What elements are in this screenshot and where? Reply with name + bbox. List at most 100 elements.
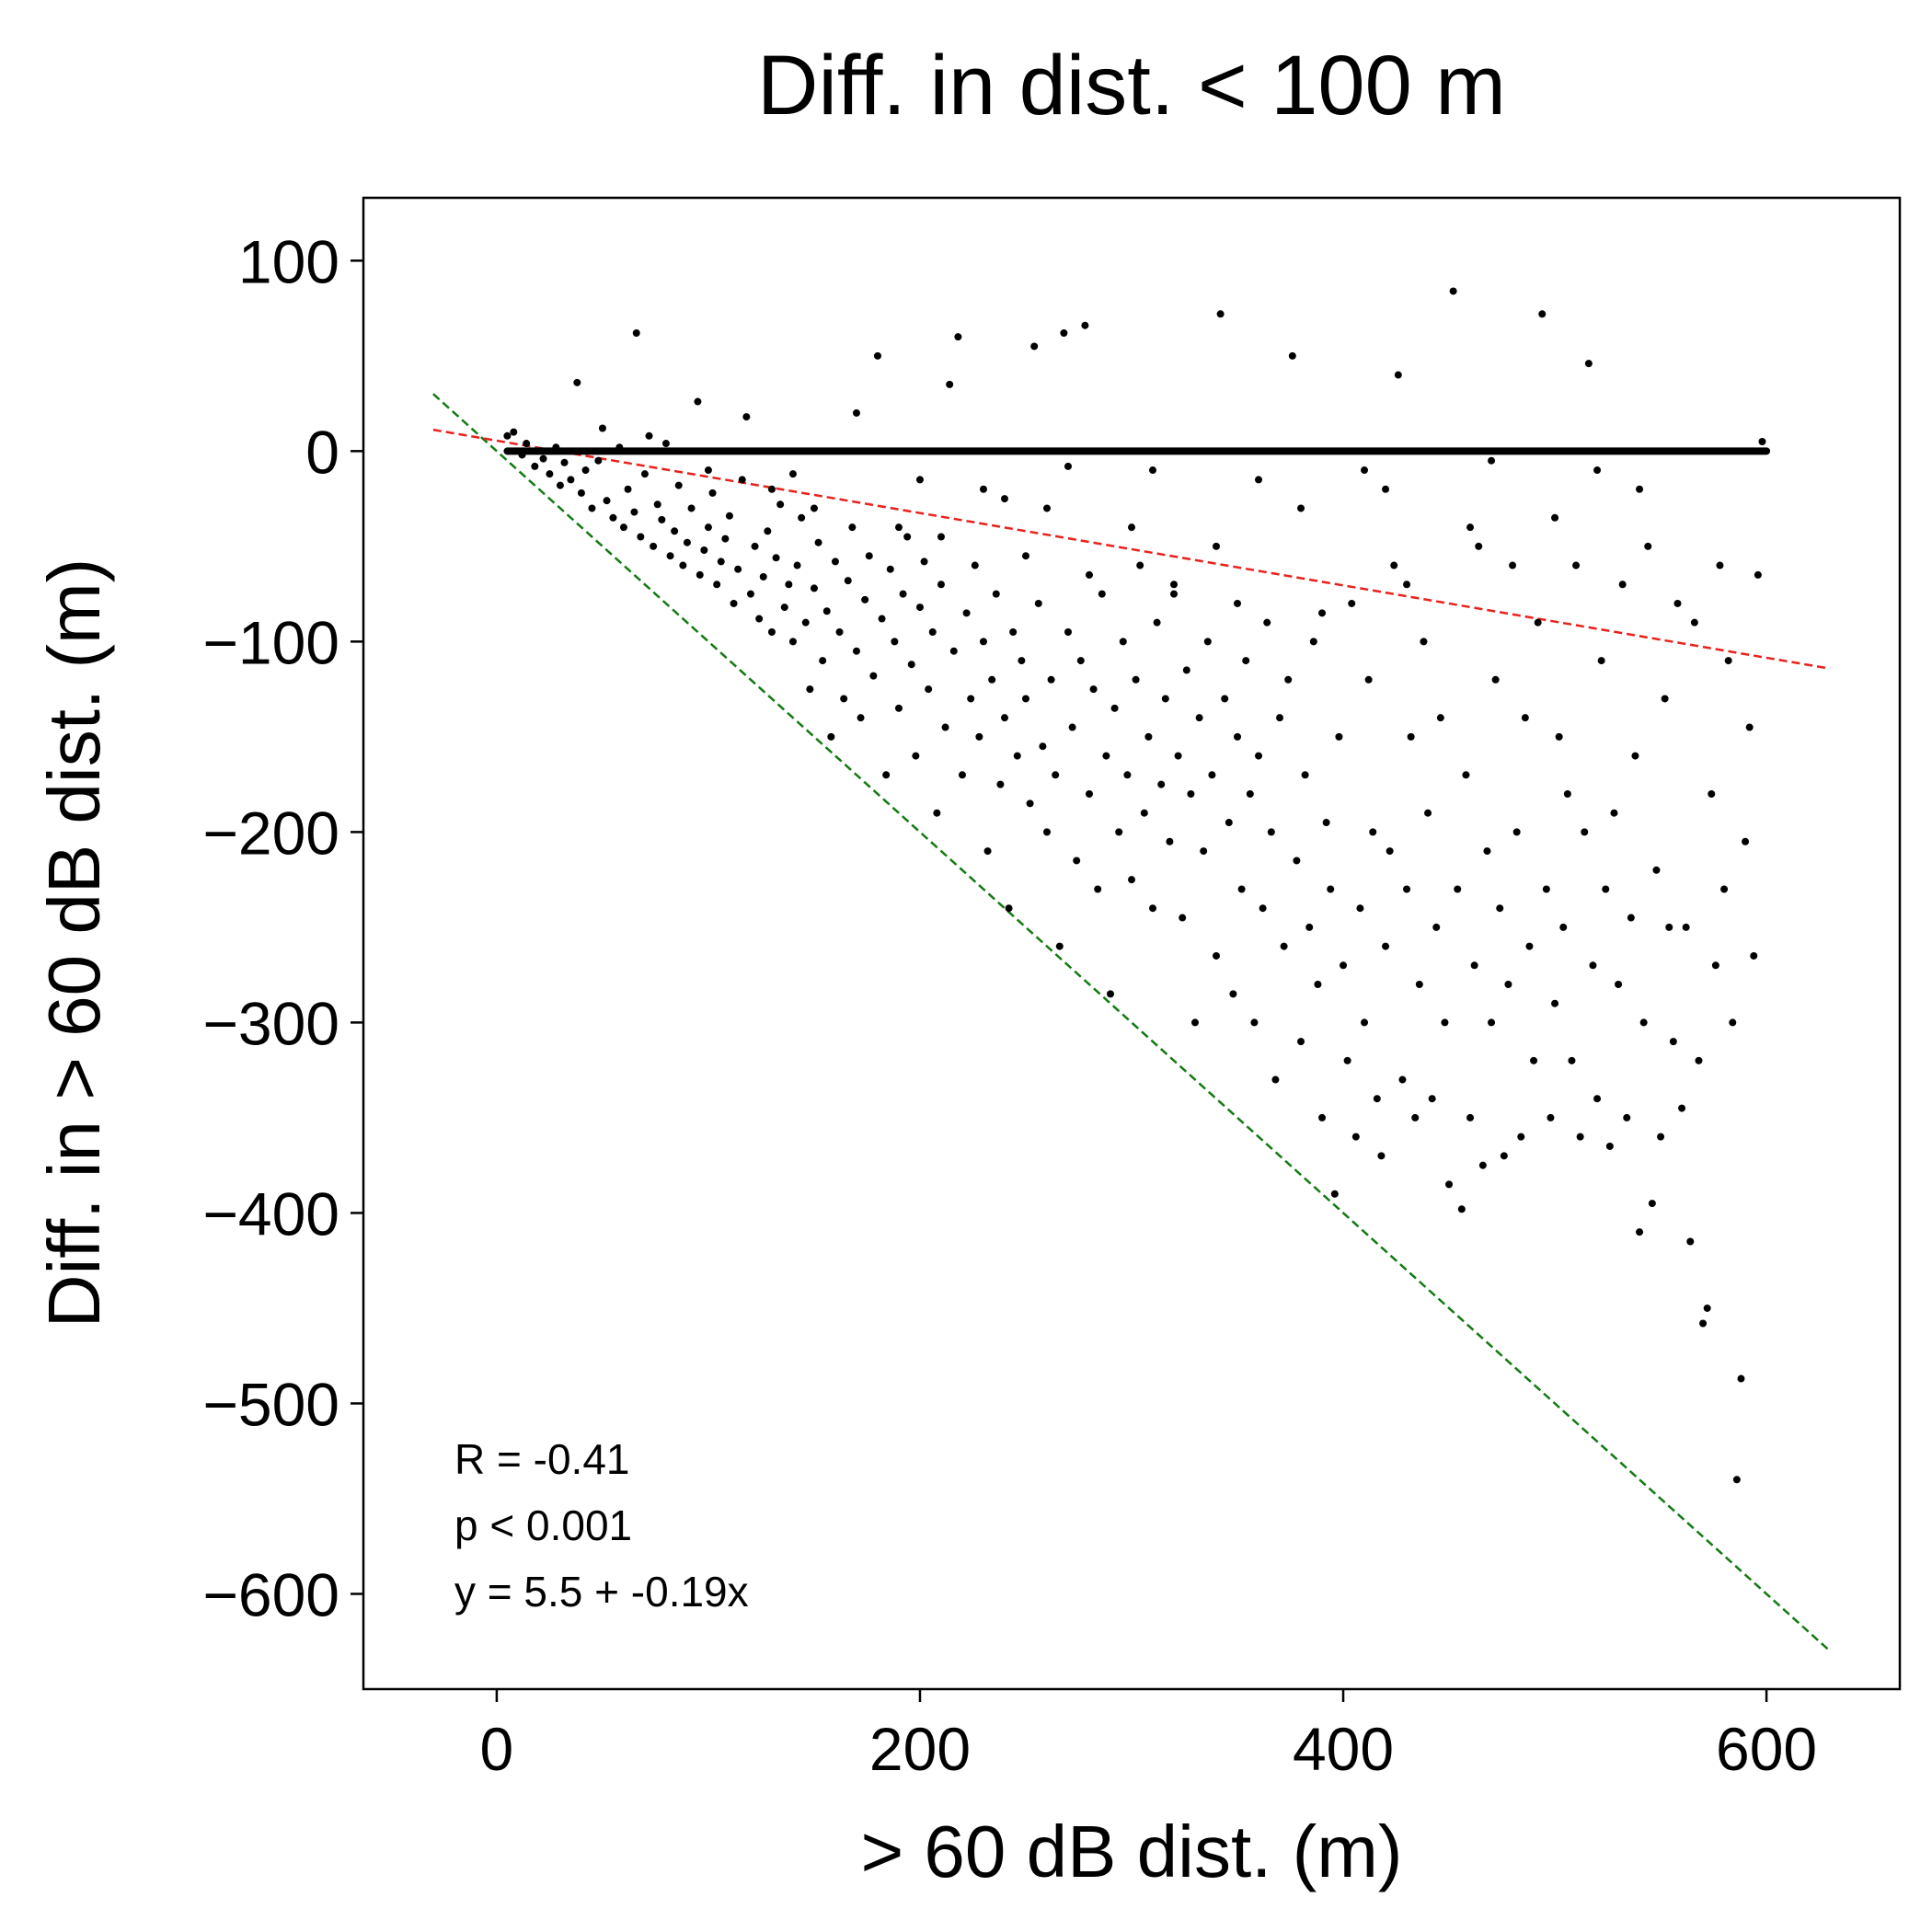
data-point: [1398, 1075, 1407, 1084]
data-point: [1563, 789, 1571, 798]
data-point: [1179, 914, 1187, 922]
data-point: [1636, 1228, 1644, 1236]
data-point: [1703, 1304, 1711, 1312]
data-point: [1678, 1104, 1686, 1112]
data-point: [1021, 552, 1029, 560]
data-point: [1454, 885, 1462, 893]
data-point: [819, 657, 827, 665]
data-point: [1068, 723, 1076, 731]
data-point: [1076, 657, 1085, 665]
data-point: [912, 752, 920, 760]
data-point: [624, 485, 632, 493]
data-point: [894, 523, 903, 532]
data-point: [1428, 1095, 1436, 1103]
data-point: [653, 500, 661, 509]
ticks-layer: 0 200 400 600 100 0 −100 −200 −300 −400 −500 −600: [202, 227, 1817, 1783]
data-point: [1361, 1018, 1369, 1027]
data-point: [937, 581, 945, 589]
data-point: [772, 554, 780, 562]
data-point: [1441, 1018, 1449, 1027]
data-point: [687, 504, 696, 512]
data-point: [721, 535, 730, 543]
data-point: [1750, 951, 1758, 960]
data-point: [1436, 714, 1444, 722]
data-point: [1297, 1038, 1305, 1046]
data-point: [1559, 923, 1568, 931]
data-point: [1280, 942, 1288, 950]
data-point: [810, 504, 818, 512]
data-point: [679, 561, 687, 569]
data-point: [1754, 570, 1762, 579]
data-point: [1246, 789, 1254, 798]
data-point: [1568, 1056, 1576, 1064]
data-point: [822, 607, 831, 615]
data-point: [588, 504, 596, 512]
data-point: [1055, 942, 1064, 950]
data-point: [1483, 847, 1491, 856]
y-tick-label: −400: [202, 1179, 339, 1248]
data-point: [1521, 714, 1529, 722]
data-point: [1496, 904, 1504, 913]
data-point: [1263, 618, 1271, 627]
data-point: [1602, 885, 1610, 893]
data-point: [1195, 714, 1203, 722]
data-point: [873, 351, 881, 360]
data-point: [1724, 657, 1732, 665]
data-point: [1203, 638, 1212, 646]
data-point: [1140, 809, 1148, 817]
data-point: [1420, 638, 1428, 646]
data-point: [1382, 485, 1390, 493]
data-point: [1390, 561, 1398, 569]
data-point: [1758, 437, 1766, 445]
data-point: [1525, 942, 1534, 950]
y-axis-label: Diff. in > 60 dB dist. (m): [33, 558, 115, 1328]
data-point: [954, 333, 962, 341]
data-point: [577, 489, 585, 497]
data-point: [827, 732, 835, 741]
data-point: [503, 431, 512, 440]
data-point: [1457, 1205, 1466, 1213]
data-point: [1000, 714, 1008, 722]
y-tick-label: −500: [202, 1370, 339, 1438]
data-point: [1512, 828, 1521, 836]
data-point: [573, 378, 581, 386]
data-point: [1064, 628, 1072, 637]
data-point: [1538, 310, 1547, 318]
data-point: [1276, 714, 1284, 722]
data-point: [1301, 771, 1309, 779]
data-point: [979, 638, 987, 646]
data-point: [1293, 857, 1301, 865]
data-point: [725, 512, 733, 520]
data-point: [1411, 1113, 1420, 1121]
data-point: [594, 456, 603, 465]
regression-line: [432, 428, 1831, 670]
data-point: [967, 695, 975, 703]
data-point: [1636, 485, 1644, 493]
data-point: [630, 508, 638, 516]
data-point: [801, 618, 810, 627]
data-point: [1373, 1095, 1381, 1103]
data-point: [1745, 723, 1754, 731]
data-point: [1174, 752, 1182, 760]
y-tick-label: −200: [202, 799, 339, 867]
data-point: [1305, 923, 1314, 931]
data-point: [1132, 675, 1140, 684]
data-point: [704, 523, 712, 532]
data-point: [1593, 466, 1602, 475]
data-point: [615, 443, 624, 452]
data-point: [1064, 462, 1072, 470]
data-point: [609, 513, 617, 522]
data-point: [840, 695, 848, 703]
data-point: [886, 565, 894, 573]
data-point: [734, 565, 742, 573]
data-point: [988, 675, 996, 684]
data-point: [941, 723, 949, 731]
data-point: [899, 590, 907, 598]
data-point: [1424, 809, 1432, 817]
data-point: [1102, 752, 1110, 760]
data-point: [788, 638, 797, 646]
data-point: [1682, 923, 1690, 931]
data-point: [767, 485, 776, 493]
data-point: [992, 590, 1000, 598]
